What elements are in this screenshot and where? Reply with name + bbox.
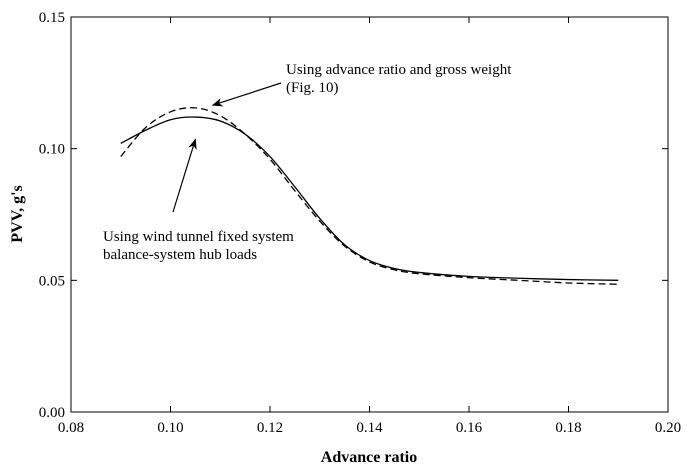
annotation-arrow (211, 82, 282, 107)
y-axis: 0.00 0.05 0.10 0.15 (39, 10, 668, 421)
y-tick-label: 0.05 (39, 273, 65, 289)
x-tick-label: 0.10 (157, 420, 183, 436)
annotation-text: balance-system hub loads (103, 247, 257, 263)
y-tick-label: 0.10 (39, 142, 65, 158)
series-line-dashed (120, 107, 619, 285)
x-tick-label: 0.18 (555, 420, 581, 436)
x-tick-label: 0.14 (356, 420, 383, 436)
x-axis: 0.08 0.10 0.12 0.14 0.16 0.18 0.20 (58, 17, 681, 436)
series-line-solid (120, 116, 619, 281)
y-tick-label: 0.00 (39, 405, 65, 421)
x-tick-label: 0.12 (257, 420, 283, 436)
x-tick-label: 0.20 (655, 420, 681, 436)
annotation-arrow (172, 138, 197, 213)
x-axis-title: Advance ratio (321, 449, 417, 466)
annotation-layer: Using advance ratio and gross weight (Fig… (103, 62, 512, 263)
y-axis-title: PVV, g's (9, 185, 26, 243)
x-tick-label: 0.16 (456, 420, 483, 436)
annotation-text: Using advance ratio and gross weight (286, 62, 512, 78)
series-layer (120, 107, 619, 285)
x-tick-label: 0.08 (58, 420, 84, 436)
annotation-text: (Fig. 10) (286, 80, 339, 96)
y-tick-label: 0.15 (39, 10, 65, 26)
annotation-text: Using wind tunnel fixed system (103, 229, 294, 245)
